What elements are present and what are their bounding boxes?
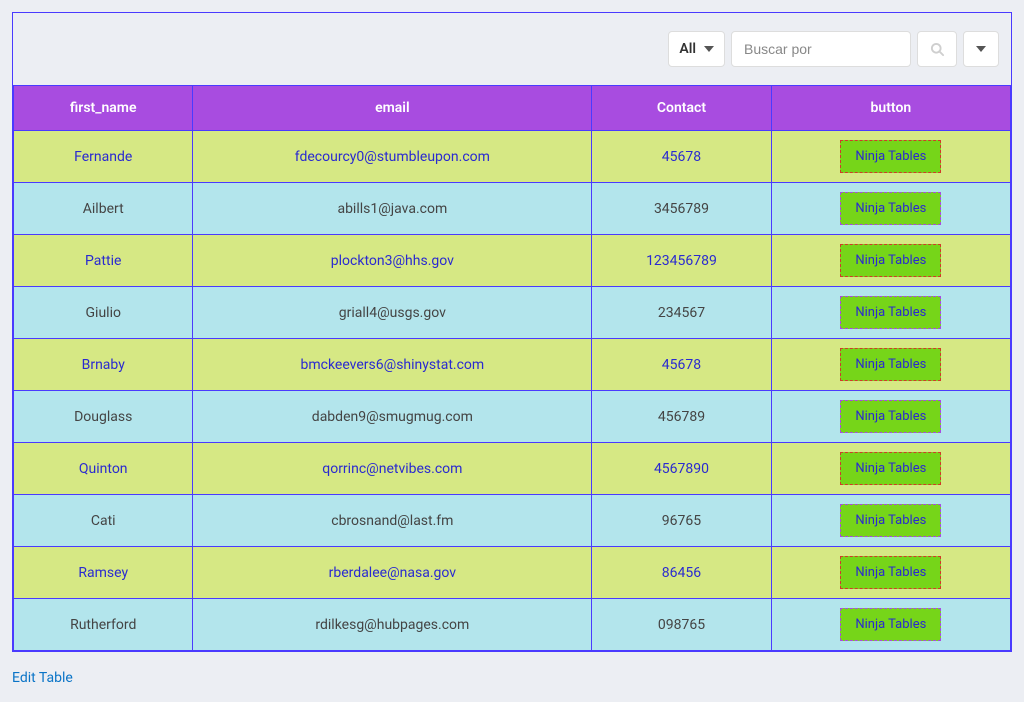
cell-button: Ninja Tables — [771, 183, 1010, 235]
cell-first-name: Ramsey — [14, 547, 193, 599]
table-row: Giuliogriall4@usgs.gov234567 Ninja Tables — [14, 287, 1011, 339]
col-header-contact[interactable]: Contact — [592, 86, 771, 131]
cell-email: bmckeevers6@shinystat.com — [193, 339, 592, 391]
filter-dropdown[interactable]: All — [668, 31, 725, 67]
col-header-button[interactable]: button — [771, 86, 1010, 131]
cell-contact: 45678 — [592, 131, 771, 183]
cell-button: Ninja Tables — [771, 339, 1010, 391]
search-input[interactable] — [731, 31, 911, 67]
cell-email: fdecourcy0@stumbleupon.com — [193, 131, 592, 183]
cell-button: Ninja Tables — [771, 495, 1010, 547]
cell-email: plockton3@hhs.gov — [193, 235, 592, 287]
data-table: first_name email Contact button Fernande… — [13, 85, 1011, 651]
ninja-tables-button[interactable]: Ninja Tables — [840, 400, 941, 433]
cell-contact: 456789 — [592, 391, 771, 443]
cell-email: abills1@java.com — [193, 183, 592, 235]
cell-first-name: Brnaby — [14, 339, 193, 391]
cell-email: cbrosnand@last.fm — [193, 495, 592, 547]
table-row: Rutherfordrdilkesg@hubpages.com098765 Nin… — [14, 599, 1011, 651]
table-header: first_name email Contact button — [14, 86, 1011, 131]
ninja-tables-button[interactable]: Ninja Tables — [840, 556, 941, 589]
table-row: Douglassdabden9@smugmug.com456789 Ninja T… — [14, 391, 1011, 443]
cell-first-name: Fernande — [14, 131, 193, 183]
cell-first-name: Pattie — [14, 235, 193, 287]
cell-contact: 96765 — [592, 495, 771, 547]
cell-contact: 098765 — [592, 599, 771, 651]
cell-button: Ninja Tables — [771, 599, 1010, 651]
more-button[interactable] — [963, 31, 999, 67]
ninja-tables-button[interactable]: Ninja Tables — [840, 244, 941, 277]
cell-email: griall4@usgs.gov — [193, 287, 592, 339]
ninja-tables-button[interactable]: Ninja Tables — [840, 192, 941, 225]
cell-contact: 3456789 — [592, 183, 771, 235]
ninja-tables-button[interactable]: Ninja Tables — [840, 608, 941, 641]
table-row: Quintonqorrinc@netvibes.com4567890 Ninja … — [14, 443, 1011, 495]
cell-email: qorrinc@netvibes.com — [193, 443, 592, 495]
chevron-down-icon — [704, 46, 714, 52]
cell-email: rberdalee@nasa.gov — [193, 547, 592, 599]
search-icon — [930, 42, 945, 57]
cell-contact: 4567890 — [592, 443, 771, 495]
ninja-tables-button[interactable]: Ninja Tables — [840, 504, 941, 537]
cell-first-name: Douglass — [14, 391, 193, 443]
cell-email: rdilkesg@hubpages.com — [193, 599, 592, 651]
table-container: All first_name email Contact button Fern — [12, 12, 1012, 652]
ninja-tables-button[interactable]: Ninja Tables — [840, 296, 941, 329]
search-button[interactable] — [917, 31, 957, 67]
cell-contact: 86456 — [592, 547, 771, 599]
cell-first-name: Cati — [14, 495, 193, 547]
cell-button: Ninja Tables — [771, 547, 1010, 599]
cell-button: Ninja Tables — [771, 391, 1010, 443]
cell-first-name: Giulio — [14, 287, 193, 339]
cell-button: Ninja Tables — [771, 235, 1010, 287]
ninja-tables-button[interactable]: Ninja Tables — [840, 348, 941, 381]
chevron-down-icon — [976, 46, 986, 52]
cell-contact: 45678 — [592, 339, 771, 391]
ninja-tables-button[interactable]: Ninja Tables — [840, 140, 941, 173]
cell-contact: 123456789 — [592, 235, 771, 287]
cell-button: Ninja Tables — [771, 287, 1010, 339]
filter-label: All — [679, 41, 696, 57]
table-row: Pattieplockton3@hhs.gov123456789 Ninja Ta… — [14, 235, 1011, 287]
table-row: Fernandefdecourcy0@stumbleupon.com45678 N… — [14, 131, 1011, 183]
col-header-first-name[interactable]: first_name — [14, 86, 193, 131]
table-row: Ailbertabills1@java.com3456789 Ninja Tabl… — [14, 183, 1011, 235]
table-toolbar: All — [13, 13, 1011, 85]
ninja-tables-button[interactable]: Ninja Tables — [840, 452, 941, 485]
cell-email: dabden9@smugmug.com — [193, 391, 592, 443]
col-header-email[interactable]: email — [193, 86, 592, 131]
cell-contact: 234567 — [592, 287, 771, 339]
table-row: Caticbrosnand@last.fm96765 Ninja Tables — [14, 495, 1011, 547]
table-row: Ramseyrberdalee@nasa.gov86456 Ninja Table… — [14, 547, 1011, 599]
table-row: Brnabybmckeevers6@shinystat.com45678 Ninj… — [14, 339, 1011, 391]
cell-button: Ninja Tables — [771, 131, 1010, 183]
cell-first-name: Rutherford — [14, 599, 193, 651]
cell-first-name: Ailbert — [14, 183, 193, 235]
table-body: Fernandefdecourcy0@stumbleupon.com45678N… — [14, 131, 1011, 651]
edit-table-link[interactable]: Edit Table — [12, 670, 73, 686]
cell-first-name: Quinton — [14, 443, 193, 495]
cell-button: Ninja Tables — [771, 443, 1010, 495]
